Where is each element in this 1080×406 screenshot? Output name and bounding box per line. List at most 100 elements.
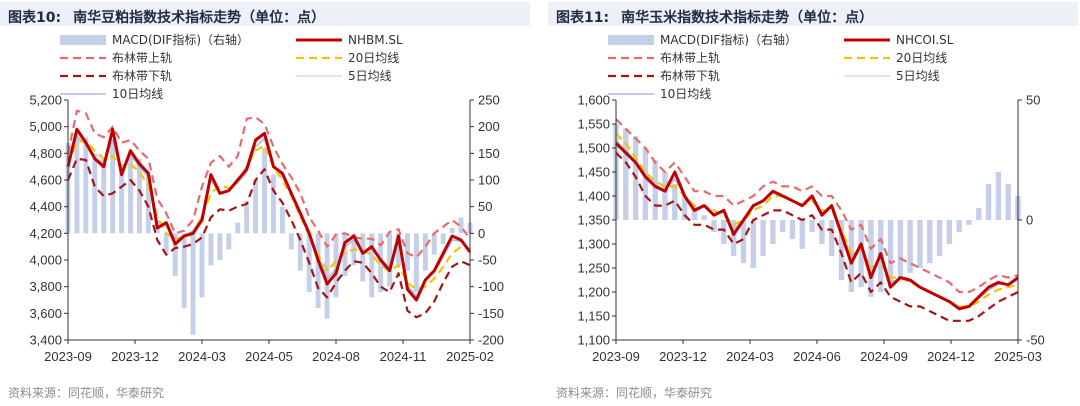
right-tick-label: 0 xyxy=(478,226,485,241)
x-tick-label: 2023-09 xyxy=(592,349,640,364)
macd-bar xyxy=(145,174,151,234)
right-tick-label: 250 xyxy=(478,93,500,108)
left-tick-label: 4,800 xyxy=(29,146,62,161)
right-tick-label: -150 xyxy=(478,306,504,321)
left-tick-label: 1,450 xyxy=(577,165,610,180)
left-tick-label: 5,200 xyxy=(29,93,62,108)
macd-bar xyxy=(760,220,766,256)
macd-bar xyxy=(672,184,678,220)
legend-label-ma20: 20日均线 xyxy=(348,51,399,65)
macd-bar xyxy=(868,220,874,297)
macd-bar xyxy=(163,233,169,255)
figure-label: 图表10: xyxy=(8,10,62,26)
macd-bar xyxy=(137,158,142,234)
x-tick-label: 2024-05 xyxy=(245,349,293,364)
left-tick-label: 1,150 xyxy=(577,309,610,324)
source-note: 资料来源：同花顺，华泰研究 xyxy=(8,386,165,400)
macd-bar xyxy=(333,233,339,298)
x-tick-label: 2023-12 xyxy=(659,349,707,364)
macd-bar xyxy=(750,220,756,268)
macd-bar xyxy=(838,220,845,280)
right-tick-label: 50 xyxy=(478,199,492,214)
left-tick-label: 5,000 xyxy=(29,119,62,134)
macd-bar xyxy=(1005,184,1011,220)
macd-bar xyxy=(271,174,276,234)
figure-title: 图表10: 南华豆粕指数技术指标走势（单位：点） xyxy=(8,7,325,27)
figure-caption: 南华豆粕指数技术指标走势（单位：点） xyxy=(73,10,326,26)
left-tick-label: 1,350 xyxy=(577,213,610,228)
macd-bar xyxy=(819,220,825,244)
macd-bar xyxy=(387,233,393,287)
legend-label-upper: 布林带上轨 xyxy=(112,51,172,65)
left-tick-label: 1,500 xyxy=(577,141,610,156)
x-tick-label: 2024-08 xyxy=(312,349,360,364)
legend-swatch-macd xyxy=(608,35,654,45)
macd-bar xyxy=(907,220,913,273)
legend-label-ma10: 10日均线 xyxy=(112,87,163,101)
legend-label-main: NHCOI.SL xyxy=(896,33,954,47)
macd-bar xyxy=(297,233,303,271)
macd-bar xyxy=(662,172,668,220)
left-tick-label: 1,550 xyxy=(577,117,610,132)
macd-bar xyxy=(740,220,747,264)
macd-bar xyxy=(887,220,894,288)
macd-bar xyxy=(253,180,259,234)
macd-bar xyxy=(966,220,972,225)
macd-bar xyxy=(74,132,80,234)
series-line-upper xyxy=(66,109,471,259)
left-tick-label: 3,800 xyxy=(29,279,62,294)
macd-bar xyxy=(770,220,776,244)
macd-bar xyxy=(396,233,401,266)
macd-bar xyxy=(927,220,933,264)
macd-bar xyxy=(181,233,187,308)
macd-bar xyxy=(440,233,446,244)
right-tick-label: 100 xyxy=(478,173,500,188)
legend-label-ma10: 10日均线 xyxy=(660,87,711,101)
macd-bar xyxy=(711,220,717,232)
legend-label-main: NHBM.SL xyxy=(348,33,403,47)
macd-bar xyxy=(279,206,285,234)
right-tick-label: 50 xyxy=(1026,93,1040,108)
x-tick-label: 2025-03 xyxy=(994,349,1042,364)
left-tick-label: 3,600 xyxy=(29,306,62,321)
right-tick-label: 150 xyxy=(478,146,500,161)
left-tick-label: 4,600 xyxy=(29,173,62,188)
macd-bar xyxy=(691,208,698,220)
legend-label-lower: 布林带下轨 xyxy=(112,69,172,83)
macd-bar xyxy=(789,220,796,240)
x-tick-label: 2023-12 xyxy=(111,349,159,364)
macd-bar xyxy=(342,233,348,276)
legend-label-macd: MACD(DIF指标)（右轴） xyxy=(112,32,249,47)
figure-caption: 南华玉米指数技术指标走势（单位：点） xyxy=(621,10,874,26)
macd-bar xyxy=(422,233,428,271)
left-tick-label: 1,600 xyxy=(577,93,610,108)
x-tick-label: 2024-03 xyxy=(726,349,774,364)
x-tick-label: 2025-02 xyxy=(446,349,494,364)
x-tick-label: 2023-09 xyxy=(44,349,92,364)
macd-bar xyxy=(897,220,904,280)
macd-bar xyxy=(917,220,923,268)
macd-bar xyxy=(83,137,89,234)
macd-bar xyxy=(829,220,835,256)
x-tick-label: 2024-06 xyxy=(793,349,841,364)
macd-bar xyxy=(721,220,727,244)
series-line-main xyxy=(614,142,1019,311)
macd-bar xyxy=(128,153,133,234)
macd-bar xyxy=(449,228,455,234)
x-tick-label: 2024-11 xyxy=(380,349,427,364)
figure-header: 图表10: 南华豆粕指数技术指标走势（单位：点） xyxy=(0,2,530,26)
legend-swatch-macd xyxy=(60,35,106,45)
legend-label-upper: 布林带上轨 xyxy=(660,51,720,65)
macd-bar xyxy=(799,220,805,249)
x-tick-label: 2024-09 xyxy=(860,349,908,364)
macd-bar xyxy=(190,233,196,335)
macd-bar xyxy=(701,215,707,220)
macd-bar xyxy=(92,153,98,234)
macd-bar xyxy=(172,233,178,276)
macd-bar xyxy=(976,208,982,220)
macd-bar xyxy=(208,233,214,266)
macd-bar xyxy=(360,233,366,282)
